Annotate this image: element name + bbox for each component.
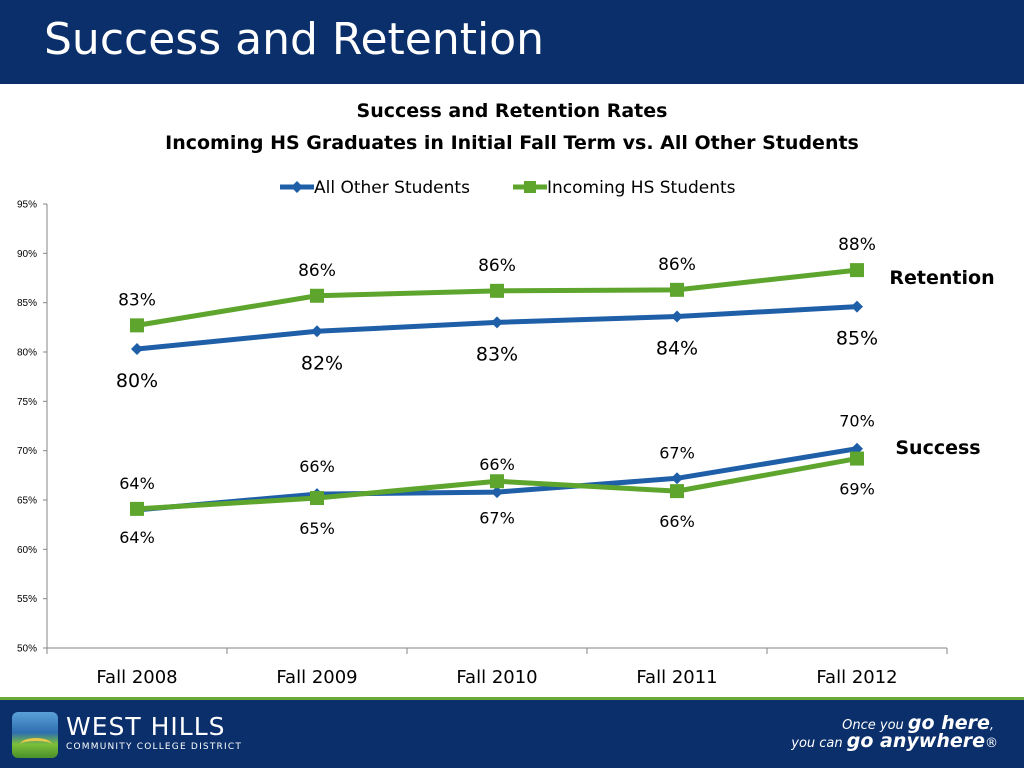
y-tick-label: 70% [17, 446, 37, 457]
data-point-diamond [131, 343, 143, 356]
legend-square-marker [524, 181, 536, 193]
y-tick-label: 85% [17, 298, 37, 309]
data-label: 86% [298, 261, 336, 281]
tagline-line-1: Once you go here, [842, 712, 994, 734]
y-tick-label: 55% [17, 594, 37, 605]
tagline-line-2: you can go anywhere® [791, 730, 998, 752]
data-point-square [310, 491, 324, 506]
data-label: 80% [116, 370, 158, 392]
data-point-square [670, 484, 684, 499]
data-label: 65% [299, 519, 335, 538]
data-label: 83% [118, 290, 156, 310]
y-tick-label: 95% [17, 200, 37, 211]
data-point-diamond [671, 310, 683, 323]
data-label: 64% [119, 474, 155, 493]
legend-entry: All Other Students [314, 178, 470, 198]
data-label: 70% [839, 412, 875, 431]
data-point-diamond [851, 300, 863, 313]
data-label: 86% [658, 255, 696, 275]
data-point-diamond [311, 325, 323, 338]
data-point-square [130, 318, 144, 333]
data-point-square [850, 263, 864, 278]
data-label: 88% [838, 235, 876, 255]
data-label: 66% [299, 457, 335, 476]
x-tick-label: Fall 2010 [456, 667, 537, 688]
data-point-square [850, 451, 864, 466]
data-label: 86% [478, 256, 516, 276]
y-tick-label: 75% [17, 397, 37, 408]
data-point-diamond [491, 486, 503, 499]
logo-name: WEST HILLS [66, 712, 226, 741]
chart-subtitle: Incoming HS Graduates in Initial Fall Te… [165, 132, 859, 154]
footer-bar: WEST HILLS COMMUNITY COLLEGE DISTRICT On… [0, 697, 1024, 768]
x-tick-label: Fall 2012 [816, 667, 897, 688]
x-tick-label: Fall 2009 [276, 667, 357, 688]
y-tick-label: 80% [17, 348, 37, 359]
y-tick-label: 60% [17, 545, 37, 556]
data-point-square [130, 501, 144, 516]
chart-title: Success and Retention Rates [356, 100, 668, 122]
y-tick-label: 50% [17, 644, 37, 655]
data-label: 82% [301, 352, 343, 374]
data-point-diamond [491, 316, 503, 329]
y-tick-label: 65% [17, 496, 37, 507]
data-label: 67% [479, 508, 515, 527]
x-tick-label: Fall 2008 [96, 667, 177, 688]
slide-title: Success and Retention [44, 14, 545, 65]
data-label: 83% [476, 343, 518, 365]
slide-header: Success and Retention [0, 0, 1024, 84]
line-chart: 50% 55% 60% 65% 70% 75% 80% 85% 90% 95% Fall 2008 F… [17, 178, 995, 688]
data-point-square [310, 288, 324, 303]
data-label: 64% [119, 528, 155, 547]
data-label: 67% [659, 443, 695, 462]
data-label: 66% [659, 512, 695, 531]
legend-diamond-marker [291, 181, 303, 193]
y-tick-label: 90% [17, 249, 37, 260]
retention-annotation: Retention [889, 267, 994, 289]
data-label: 69% [839, 480, 875, 499]
data-label: 66% [479, 455, 515, 474]
data-label: 85% [836, 328, 878, 350]
data-point-square [490, 474, 504, 489]
data-point-diamond [671, 472, 683, 485]
data-point-square [670, 282, 684, 297]
west-hills-logo-icon [12, 712, 58, 758]
success-annotation: Success [895, 437, 980, 459]
legend-entry: Incoming HS Students [547, 178, 736, 198]
data-label: 84% [656, 337, 698, 359]
x-tick-label: Fall 2011 [636, 667, 717, 688]
logo-subtitle: COMMUNITY COLLEGE DISTRICT [66, 742, 243, 752]
data-point-square [490, 283, 504, 298]
